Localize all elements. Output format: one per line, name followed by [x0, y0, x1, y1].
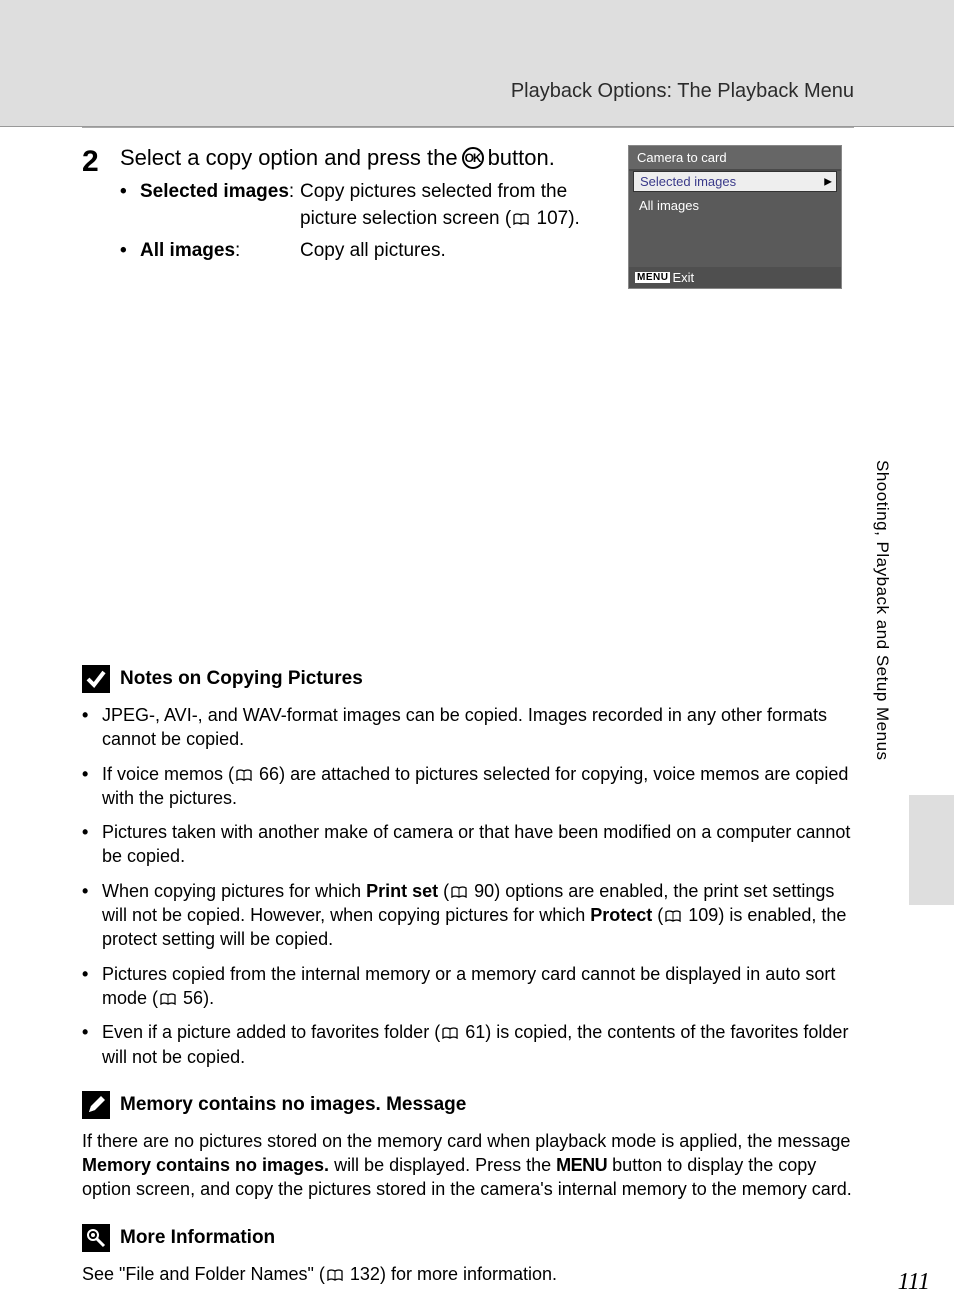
note-item: •Pictures taken with another make of cam…: [82, 820, 852, 869]
book-icon: [513, 213, 529, 225]
chapter-title: Playback Options: The Playback Menu: [511, 80, 854, 103]
ok-button-icon: OK: [462, 147, 484, 169]
option-label: All images:: [140, 238, 300, 265]
divider: [82, 127, 854, 128]
note-paragraph: See "File and Folder Names" ( 132) for m…: [82, 1262, 852, 1286]
note-header: Memory contains no images. Message: [82, 1091, 852, 1119]
step-title-after: button.: [488, 145, 555, 171]
book-icon: [160, 993, 176, 1005]
notes-copying: Notes on Copying Pictures •JPEG-, AVI-, …: [82, 665, 852, 1286]
book-icon: [442, 1027, 458, 1039]
step-title-before: Select a copy option and press the: [120, 145, 458, 171]
checkmark-icon: [82, 665, 110, 693]
note-title: Memory contains no images. Message: [120, 1094, 466, 1116]
option-label: Selected images:: [140, 179, 300, 232]
bullet: •: [120, 238, 140, 265]
option-desc: Copy pictures selected from the picture …: [300, 179, 600, 232]
camera-menu-screenshot: Camera to card Selected images ▶ All ima…: [628, 145, 842, 289]
page-number: 111: [898, 1269, 930, 1296]
bullet: •: [120, 179, 140, 232]
note-header: More Information: [82, 1224, 852, 1252]
step-number: 2: [82, 147, 106, 271]
option-desc: Copy all pictures.: [300, 238, 600, 265]
note-title: Notes on Copying Pictures: [120, 668, 363, 690]
info-icon: [82, 1224, 110, 1252]
section-vertical-label: Shooting, Playback and Setup Menus: [872, 460, 892, 761]
option-row: • All images: Copy all pictures.: [120, 238, 600, 265]
menu-footer: MENUExit: [629, 267, 841, 288]
note-item: •Even if a picture added to favorites fo…: [82, 1020, 852, 1069]
option-row: • Selected images: Copy pictures selecte…: [120, 179, 600, 232]
book-icon: [665, 910, 681, 922]
thumb-tab: [909, 795, 954, 905]
step-title: Select a copy option and press the OK bu…: [120, 145, 600, 171]
menu-item: All images: [629, 194, 841, 217]
main-content: 2 Select a copy option and press the OK …: [82, 145, 852, 271]
note-header: Notes on Copying Pictures: [82, 665, 852, 693]
menu-item-selected: Selected images ▶: [633, 171, 837, 192]
menu-label-icon: MENU: [556, 1155, 607, 1175]
book-icon: [327, 1269, 343, 1281]
note-item: •JPEG-, AVI-, and WAV-format images can …: [82, 703, 852, 752]
page: Playback Options: The Playback Menu Shoo…: [0, 50, 954, 1314]
book-icon: [236, 769, 252, 781]
book-icon: [451, 886, 467, 898]
pencil-icon: [82, 1091, 110, 1119]
header-bar: Playback Options: The Playback Menu: [0, 50, 954, 127]
note-item: •If voice memos ( 66) are attached to pi…: [82, 762, 852, 811]
option-list: • Selected images: Copy pictures selecte…: [120, 179, 600, 265]
menu-tag: MENU: [635, 272, 670, 283]
note-item: •When copying pictures for which Print s…: [82, 879, 852, 952]
menu-body: Selected images ▶ All images: [629, 171, 841, 267]
note-title: More Information: [120, 1227, 275, 1249]
note-list: •JPEG-, AVI-, and WAV-format images can …: [82, 703, 852, 1069]
note-item: •Pictures copied from the internal memor…: [82, 962, 852, 1011]
note-paragraph: If there are no pictures stored on the m…: [82, 1129, 852, 1202]
menu-title: Camera to card: [629, 146, 841, 169]
chevron-right-icon: ▶: [824, 176, 832, 187]
